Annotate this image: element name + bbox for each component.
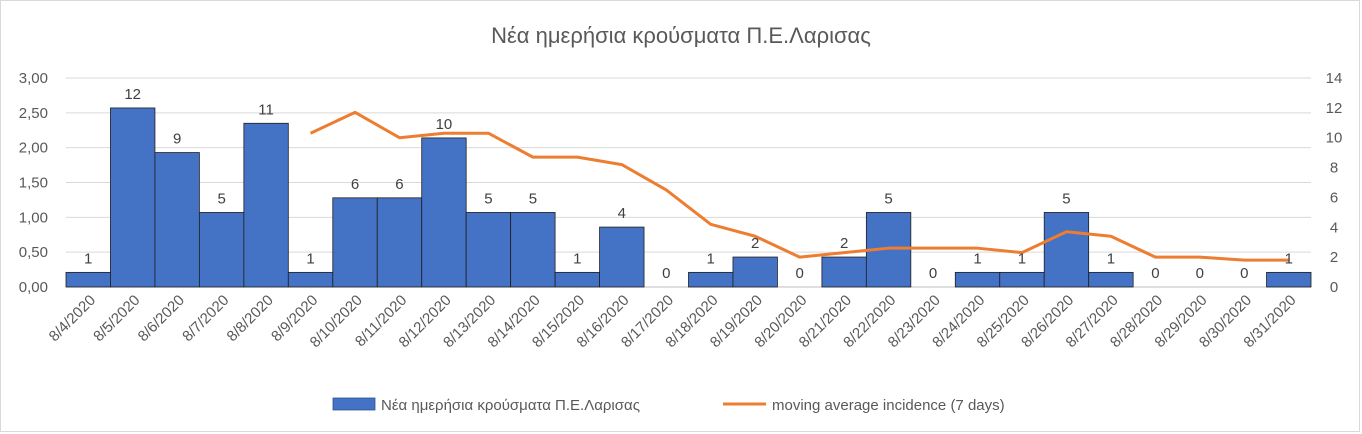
bar-data-label: 2	[840, 235, 848, 252]
right-tick-label: 2	[1330, 249, 1338, 266]
bar	[688, 271, 734, 288]
legend: Νέα ημερήσια κρούσματα Π.Ε.Λαρισας movin…	[332, 397, 1005, 414]
bar	[154, 152, 200, 288]
right-tick-label: 6	[1330, 189, 1338, 206]
right-tick-label: 10	[1326, 130, 1343, 147]
bar-data-label: 11	[258, 101, 274, 118]
bar-data-label: 1	[84, 250, 92, 267]
bar	[110, 107, 156, 288]
bar-data-label: 5	[884, 190, 892, 207]
bar	[1043, 212, 1090, 288]
bar-data-label: 10	[436, 116, 453, 133]
bar-data-label: 1	[1107, 250, 1115, 267]
bar	[999, 271, 1045, 288]
bar	[421, 137, 467, 288]
bar-data-label: 0	[795, 265, 803, 282]
left-tick-label: 2,50	[19, 105, 48, 122]
left-tick-label: 1,00	[19, 209, 48, 226]
bar-data-label: 2	[751, 235, 759, 252]
bar-data-label: 5	[1062, 190, 1070, 207]
bar-data-label: 0	[662, 265, 670, 282]
right-tick-label: 14	[1326, 70, 1343, 87]
right-tick-label: 8	[1330, 160, 1338, 177]
left-tick-label: 3,00	[19, 70, 48, 87]
bar-data-label: 0	[1240, 265, 1248, 282]
right-axis: 0 2 4 6 8 10 12 14	[1326, 70, 1343, 296]
bar-data-label: 5	[529, 190, 537, 207]
bar	[599, 226, 645, 288]
bar	[732, 256, 778, 288]
x-tick-label: 8/6/2020	[135, 292, 188, 345]
legend-swatch-bar	[332, 397, 376, 411]
bar	[65, 271, 111, 288]
legend-label-bar: Νέα ημερήσια κρούσματα Π.Ε.Λαρισας	[381, 397, 640, 414]
legend-label-line: moving average incidence (7 days)	[772, 397, 1005, 414]
bar-data-label: 6	[351, 176, 359, 193]
right-tick-label: 12	[1326, 100, 1343, 117]
bar	[510, 212, 556, 288]
x-tick-label: 8/4/2020	[46, 292, 99, 345]
moving-average-line	[309, 110, 1289, 262]
bar-data-label: 12	[124, 86, 141, 103]
bar	[243, 122, 289, 288]
bar-data-label: 0	[929, 265, 937, 282]
bar	[198, 212, 245, 288]
bar-data-label: 6	[395, 176, 403, 193]
bar-data-label: 1	[973, 250, 981, 267]
x-tick-label: 8/8/2020	[224, 292, 277, 345]
bar-data-label: 0	[1151, 265, 1159, 282]
bar	[287, 271, 334, 288]
line-series	[309, 110, 1289, 262]
x-tick-label: 8/5/2020	[90, 292, 143, 345]
bar	[821, 256, 867, 288]
chart-title: Νέα ημερήσια κρούσματα Π.Ε.Λαρισας	[491, 23, 871, 48]
bar-data-label: 1	[1285, 250, 1293, 267]
bar-data-label: 4	[618, 205, 626, 222]
bar	[376, 197, 423, 288]
bar	[954, 271, 1001, 288]
left-tick-label: 2,00	[19, 140, 48, 157]
left-axis: 0,00 0,50 1,00 1,50 2,00 2,50 3,00	[19, 70, 48, 296]
bar-data-label: 1	[707, 250, 715, 267]
bar-series	[65, 107, 1312, 288]
right-tick-label: 4	[1330, 219, 1338, 236]
bar	[1266, 271, 1312, 288]
bar-data-label: 5	[217, 190, 225, 207]
x-tick-label: 8/7/2020	[179, 292, 232, 345]
x-axis: 8/4/20208/5/20208/6/20208/7/20208/8/2020…	[46, 292, 1300, 351]
bar	[1088, 271, 1134, 288]
bar	[465, 212, 512, 288]
bar-data-label: 5	[484, 190, 492, 207]
bar-data-label: 0	[1196, 265, 1204, 282]
bar	[554, 271, 600, 288]
bar-data-label: 9	[173, 131, 181, 148]
left-tick-label: 1,50	[19, 175, 48, 192]
bar-data-label: 1	[1018, 250, 1026, 267]
bar	[332, 197, 378, 288]
left-tick-label: 0,50	[19, 244, 48, 261]
left-tick-label: 0,00	[19, 279, 48, 296]
bar-data-label: 1	[306, 250, 314, 267]
bar-data-label: 1	[573, 250, 581, 267]
right-tick-label: 0	[1330, 279, 1338, 296]
